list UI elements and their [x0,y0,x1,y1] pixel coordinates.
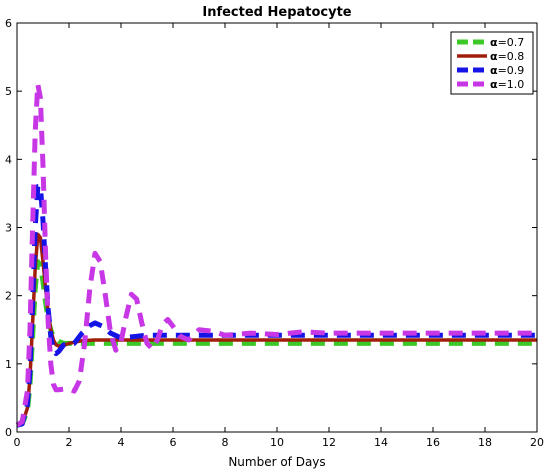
y-tick-label: 2 [5,290,12,303]
y-tick-label: 0 [5,426,12,439]
legend-alpha-symbol: α [490,64,498,77]
legend-label-3: α=0.9 [490,64,524,77]
x-axis-label: Number of Days [228,455,325,469]
x-tick-label: 18 [478,436,492,449]
y-tick-label: 6 [5,17,12,30]
x-tick-label: 4 [118,436,125,449]
x-tick-label: 20 [530,436,544,449]
series-line-3 [16,184,537,428]
series-line-4 [15,81,537,428]
legend: α=0.7α=0.8α=0.9α=1.0 [450,31,534,95]
x-tick-label: 0 [14,436,21,449]
x-tick-label: 14 [374,436,388,449]
legend-alpha-symbol: α [490,50,498,63]
x-tick-label: 2 [66,436,73,449]
legend-alpha-value: =1.0 [498,78,525,91]
legend-label-1: α=0.7 [490,36,524,49]
x-tick-label: 16 [426,436,440,449]
y-tick-label: 4 [5,153,12,166]
series-line-2 [16,232,537,427]
x-tick-label: 10 [270,436,284,449]
legend-label-4: α=1.0 [490,78,524,91]
y-tick-label: 5 [5,85,12,98]
y-tick-label: 3 [5,222,12,235]
plot-area [15,81,537,428]
legend-alpha-symbol: α [490,36,498,49]
x-tick-label: 12 [322,436,336,449]
x-tick-label: 8 [222,436,229,449]
y-tick-label: 1 [5,358,12,371]
legend-alpha-value: =0.7 [498,36,525,49]
series-line-1 [16,259,537,428]
legend-alpha-symbol: α [490,78,498,91]
chart-title: Infected Hepatocyte [202,5,351,20]
x-tick-label: 6 [170,436,177,449]
legend-label-2: α=0.8 [490,50,524,63]
legend-alpha-value: =0.8 [498,50,525,63]
legend-alpha-value: =0.9 [498,64,525,77]
